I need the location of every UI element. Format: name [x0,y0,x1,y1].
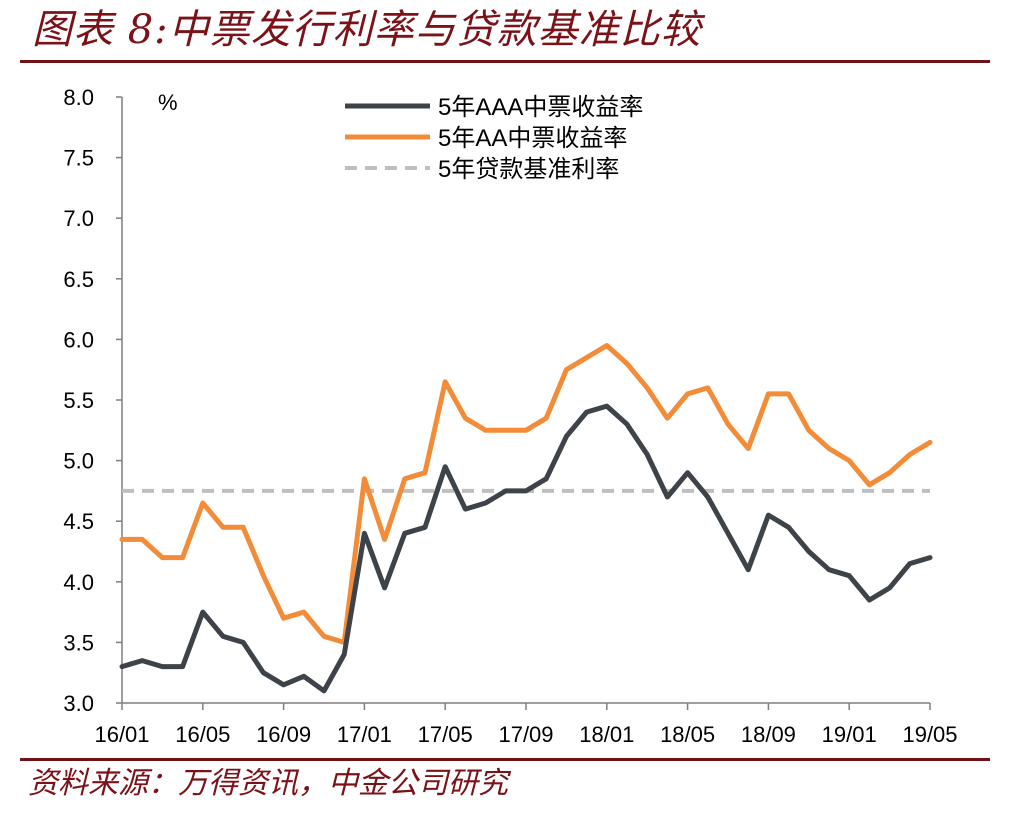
x-tick-label: 17/01 [337,722,392,747]
legend-item-loan-rate: 5年贷款基准利率 [345,156,619,183]
legend-item-aaa: 5年AAA中票收益率 [345,94,643,121]
y-tick-label: 3.5 [63,630,94,655]
source-divider [20,758,990,761]
legend: 5年AAA中票收益率 5年AA中票收益率 5年贷款基准利率 [345,94,643,183]
y-tick-label: 5.0 [63,449,94,474]
x-tick-label: 16/05 [175,722,230,747]
x-tick-label: 17/09 [498,722,553,747]
y-tick-label: 8.0 [63,85,94,110]
x-tick-label: 19/05 [902,722,957,747]
aaa-series-line [119,403,933,694]
x-tick-label: 17/05 [418,722,473,747]
legend-label: 5年AA中票收益率 [438,125,627,152]
y-tick-label: 6.0 [63,327,94,352]
y-tick-label: 7.0 [63,206,94,231]
legend-label: 5年贷款基准利率 [438,156,619,183]
source-note: 资料来源：万得资讯，中金公司研究 [28,766,508,801]
y-tick-label: 6.5 [63,267,94,292]
y-tick-label: 4.5 [63,509,94,534]
x-tick-label: 19/01 [822,722,877,747]
series-lines [119,343,933,694]
x-ticks: 16/01 16/05 16/09 17/01 17/05 17/09 18/01 18/05… [94,703,958,747]
x-tick-label: 18/05 [660,722,715,747]
y-tick-label: 7.5 [63,146,94,171]
chart-axes [121,97,930,704]
x-tick-label: 16/01 [94,722,149,747]
chart-title: 图表 8:中票发行利率与贷款基准比较 [32,7,702,53]
title-divider [20,60,990,63]
x-tick-label: 18/09 [741,722,796,747]
x-tick-label: 18/01 [579,722,634,747]
x-tick-label: 16/09 [256,722,311,747]
legend-item-aa: 5年AA中票收益率 [345,125,627,152]
legend-label: 5年AAA中票收益率 [438,94,643,121]
y-axis-unit-label: % [158,90,178,115]
y-tick-label: 5.5 [63,388,94,413]
y-ticks: 8.0 7.5 7.0 6.5 6.0 5.5 5.0 4.5 4.0 3.5 3.0 [63,85,122,716]
aa-series-line [119,343,933,645]
y-tick-label: 3.0 [63,691,94,716]
y-tick-label: 4.0 [63,570,94,595]
